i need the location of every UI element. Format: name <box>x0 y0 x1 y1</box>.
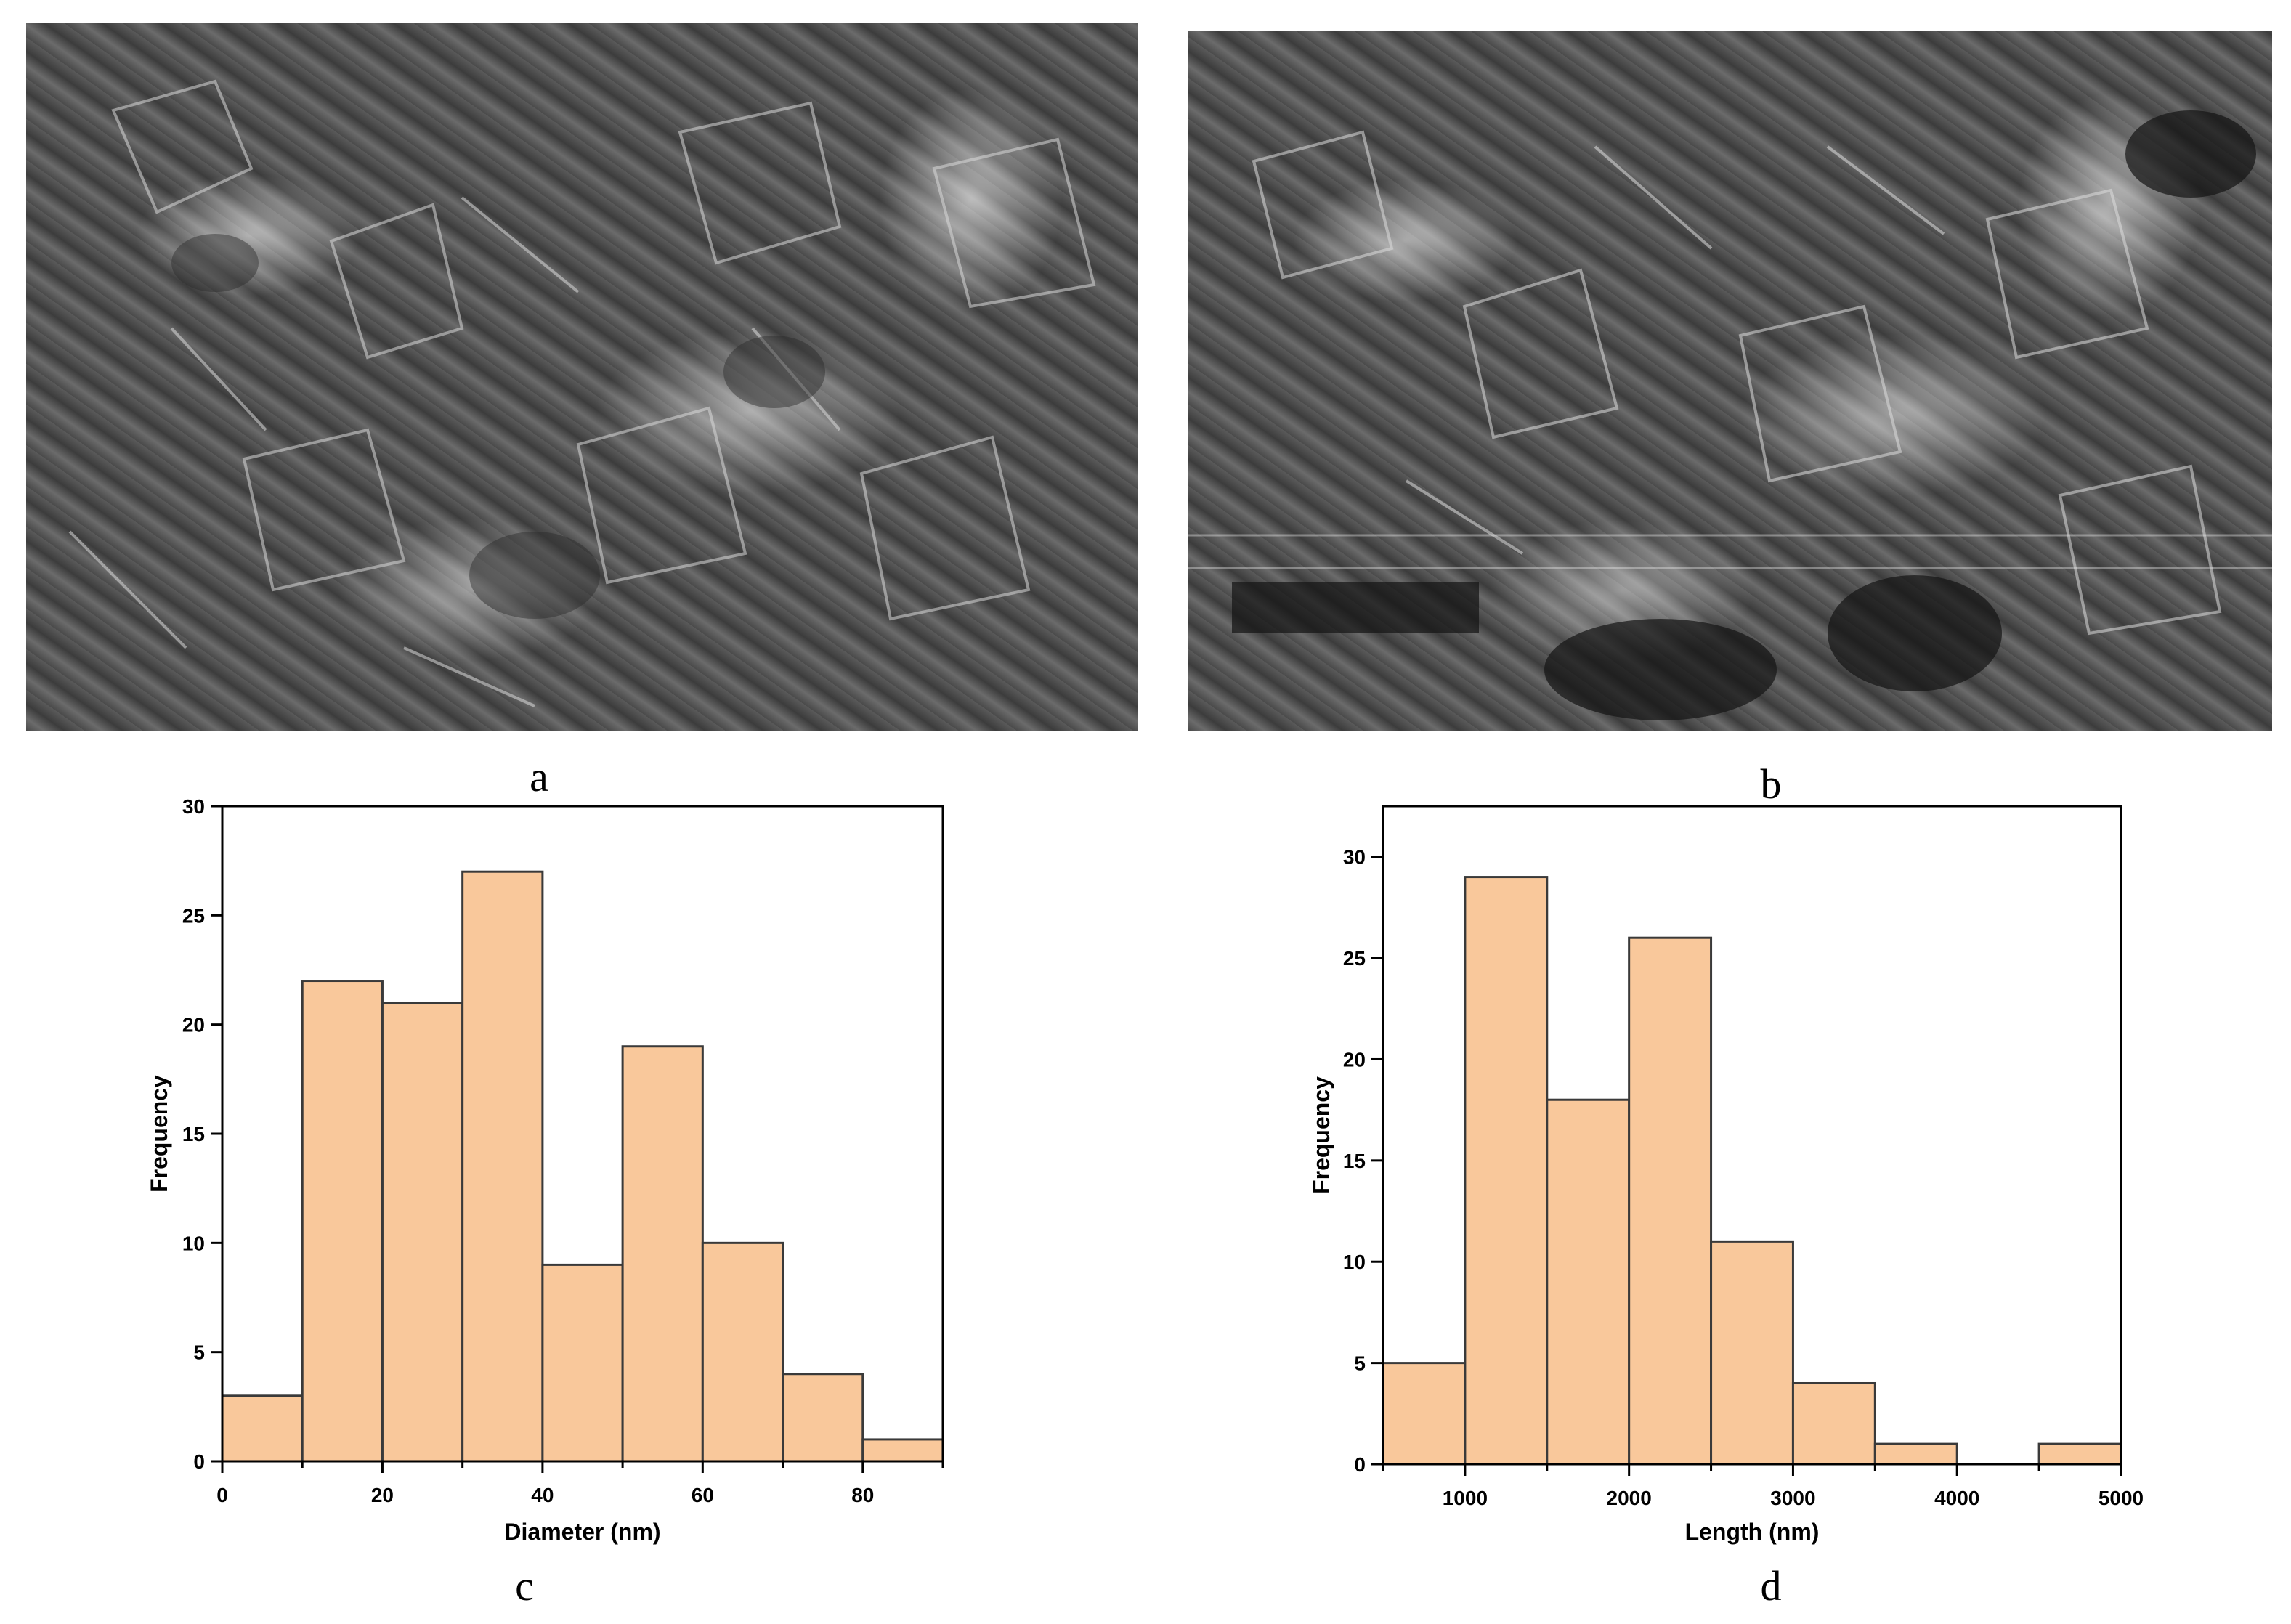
panel-c-y-tick-label-6: 30 <box>182 795 205 818</box>
panel-d-y-tick-label-4: 20 <box>1343 1048 1366 1071</box>
panel-d-x-tick-label-0: 1000 <box>1443 1487 1488 1509</box>
panel-d-bar-5 <box>1791 1381 1876 1466</box>
panel-c-bar-3 <box>461 870 544 1463</box>
panel-c-bar-2 <box>381 1002 464 1463</box>
panel-c-plot-frame <box>221 805 944 1463</box>
panel-d-bar-2 <box>1546 1098 1631 1466</box>
panel-c-x-tick-label-1: 20 <box>371 1484 394 1506</box>
panel-c-x-axis-label: Diameter (nm) <box>504 1519 660 1545</box>
panel-c-bar-5 <box>621 1045 704 1463</box>
sem-image-a-texture <box>68 79 1096 707</box>
panel-d-bar-1 <box>1464 876 1549 1466</box>
panel-c-x-tick-label-4: 80 <box>851 1484 874 1506</box>
panel-d-x-tick-label-1: 2000 <box>1607 1487 1652 1509</box>
panel-c-y-tick-label-3: 15 <box>182 1123 205 1145</box>
panel-c-y-tick-label-1: 5 <box>193 1341 205 1364</box>
panel-c-bar-8 <box>861 1438 944 1463</box>
panel-c-y-tick-label-0: 0 <box>193 1450 205 1473</box>
panel-d-bar-3 <box>1628 936 1713 1466</box>
panel-c-y-tick-label-4: 20 <box>182 1014 205 1036</box>
sem-image-a <box>26 23 1138 731</box>
panel-d-y-tick-label-0: 0 <box>1354 1453 1366 1476</box>
panel-label-b: b <box>1760 760 1782 808</box>
panel-c-x-tick-label-0: 0 <box>216 1484 228 1506</box>
panel-d-y-tick-label-5: 25 <box>1343 947 1366 970</box>
panel-label-c: c <box>515 1562 534 1609</box>
sem-image-b <box>1188 31 2272 731</box>
panel-d-bar-4 <box>1710 1240 1794 1466</box>
panel-c-y-axis-label: Frequency <box>146 1075 172 1193</box>
panel-c-bar-4 <box>541 1263 624 1463</box>
panel-d-x-axis-label: Length (nm) <box>1685 1519 1820 1545</box>
sem-image-b-texture <box>1188 110 2272 720</box>
panel-d-x-tick-label-3: 4000 <box>1934 1487 1979 1509</box>
panel-c-bar-7 <box>782 1373 864 1463</box>
panel-d-y-axis-label: Frequency <box>1308 1076 1334 1194</box>
panel-d-bar-0 <box>1382 1362 1467 1466</box>
panel-label-a: a <box>530 753 548 800</box>
panel-d-y-tick-label-1: 5 <box>1354 1352 1366 1375</box>
panel-c-bar-0 <box>221 1394 304 1463</box>
panel-c-x-tick-label-3: 60 <box>692 1484 714 1506</box>
panel-d-plot-frame <box>1382 805 2122 1466</box>
panel-d-x-tick-label-2: 3000 <box>1770 1487 1815 1509</box>
panel-c-y-tick-label-2: 10 <box>182 1232 205 1254</box>
panel-c-x-tick-label-2: 40 <box>531 1484 554 1506</box>
panel-d-y-tick-label-3: 15 <box>1343 1150 1366 1172</box>
panel-d-bar-8 <box>2037 1442 2122 1466</box>
panel-d-y-tick-label-2: 10 <box>1343 1251 1366 1273</box>
panel-c-bar-6 <box>701 1241 784 1463</box>
panel-label-d: d <box>1760 1562 1782 1609</box>
panel-c-bar-1 <box>301 980 384 1463</box>
panel-d-x-tick-label-4: 5000 <box>2099 1487 2144 1509</box>
panel-d-bar-6 <box>1873 1442 1958 1466</box>
panel-d-y-tick-label-6: 30 <box>1343 846 1366 869</box>
panel-c-y-tick-label-5: 25 <box>182 904 205 927</box>
